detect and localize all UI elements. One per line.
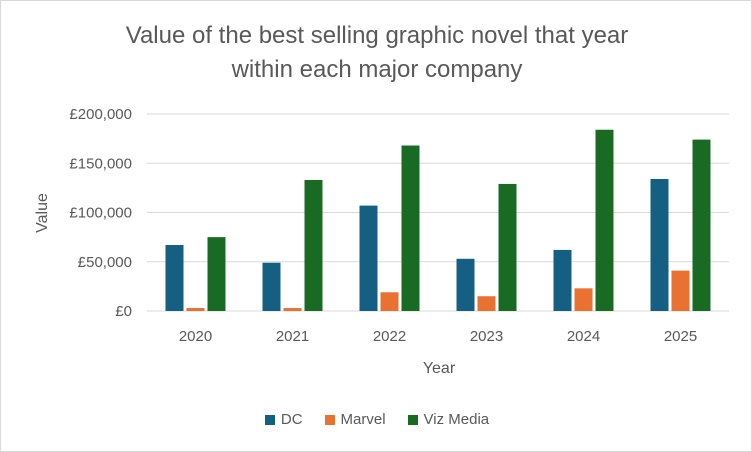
bar-dc-2020 (165, 245, 184, 311)
bar-viz-media-2024 (595, 129, 614, 311)
y-tick-label: £0 (115, 303, 132, 320)
bar-viz-media-2020 (207, 237, 226, 311)
bar-dc-2024 (553, 249, 572, 311)
legend-label: Viz Media (423, 411, 490, 428)
bar-dc-2022 (359, 205, 378, 311)
x-axis-title: Year (423, 360, 456, 377)
legend-entry: DC (264, 411, 303, 428)
bar-dc-2025 (650, 179, 669, 311)
x-tick-label: 2023 (470, 328, 503, 345)
y-tick-label: £150,000 (69, 155, 132, 172)
bar-dc-2021 (262, 262, 281, 311)
x-tick-labels: 2020 2021 2022 2023 2024 2025 (179, 328, 697, 345)
x-tick-label: 2022 (373, 328, 406, 345)
y-tick-labels: £0 £50,000 £100,000 £150,000 £200,000 (69, 106, 132, 320)
legend-swatch (264, 414, 275, 425)
bar-marvel-2023 (477, 296, 496, 311)
legend-swatch (407, 414, 418, 425)
chart-title-line-2: within each major company (231, 56, 523, 83)
bar-marvel-2025 (671, 270, 690, 311)
y-tick-label: £50,000 (78, 254, 132, 271)
chart-title: Value of the best selling graphic novel … (1, 19, 752, 87)
plot-area: £0£50,000£100,000£150,000£200,000 2020 20… (34, 106, 729, 377)
x-tick-label: 2021 (276, 328, 309, 345)
y-axis-title: Value (34, 193, 51, 233)
legend-label: Marvel (340, 411, 386, 428)
bar-viz-media-2022 (401, 145, 420, 311)
x-tick-label: 2024 (567, 328, 600, 345)
bar-marvel-2024 (574, 288, 593, 311)
legend-entry: Marvel (324, 411, 386, 428)
legend-label: DC (280, 411, 303, 428)
gridlines (147, 113, 729, 312)
legend-entry: Viz Media (407, 411, 490, 428)
legend: DC Marvel Viz Media (1, 411, 752, 428)
bars (165, 129, 711, 311)
bar-viz-media-2025 (692, 139, 711, 311)
y-tick-label: £100,000 (69, 205, 132, 222)
bar-marvel-2021 (283, 308, 302, 311)
bar-viz-media-2021 (304, 179, 323, 311)
bar-marvel-2022 (380, 292, 399, 311)
bar-dc-2023 (456, 258, 475, 311)
bar-marvel-2020 (186, 308, 205, 311)
x-tick-label: 2020 (179, 328, 212, 345)
chart-title-line-1: Value of the best selling graphic novel … (125, 22, 629, 49)
bar-viz-media-2023 (498, 183, 517, 311)
y-tick-label: £200,000 (69, 106, 132, 123)
x-tick-label: 2025 (664, 328, 697, 345)
legend-swatch (324, 414, 335, 425)
